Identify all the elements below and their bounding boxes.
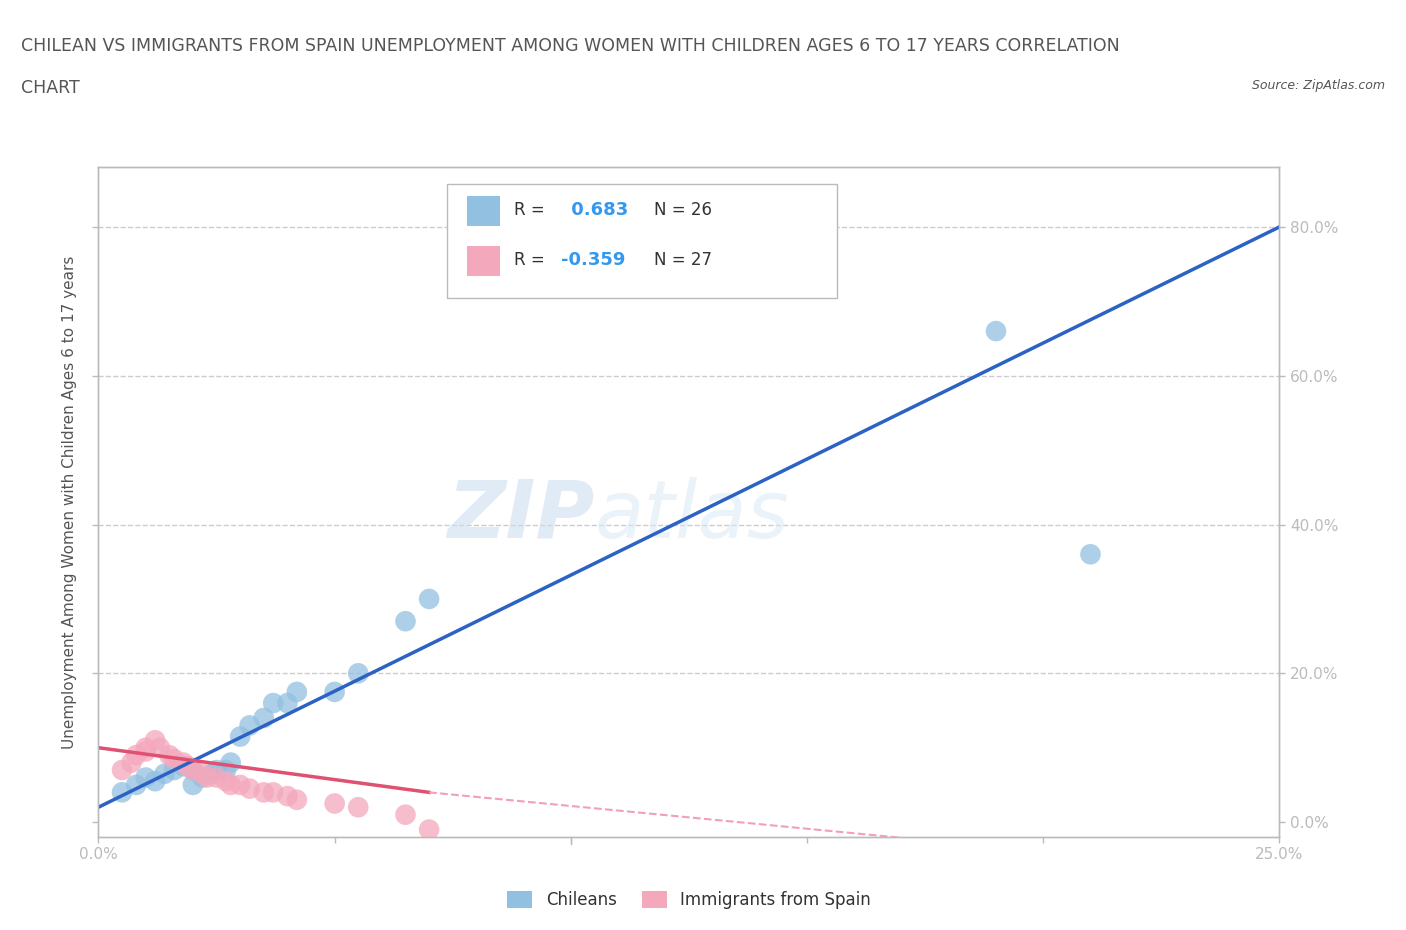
Point xyxy=(239,781,262,796)
Text: 0.683: 0.683 xyxy=(565,201,628,219)
Point xyxy=(285,792,308,807)
Point xyxy=(111,785,134,800)
Point xyxy=(1080,547,1102,562)
Text: atlas: atlas xyxy=(595,476,789,554)
Point xyxy=(181,763,204,777)
Point xyxy=(111,763,134,777)
Text: N = 26: N = 26 xyxy=(654,201,711,219)
Text: R =: R = xyxy=(515,251,550,269)
Point xyxy=(149,740,172,755)
Point xyxy=(418,591,440,606)
Point xyxy=(201,766,224,781)
Point xyxy=(181,777,204,792)
Point xyxy=(262,785,284,800)
Point xyxy=(219,755,242,770)
Text: CHILEAN VS IMMIGRANTS FROM SPAIN UNEMPLOYMENT AMONG WOMEN WITH CHILDREN AGES 6 T: CHILEAN VS IMMIGRANTS FROM SPAIN UNEMPLO… xyxy=(21,37,1119,55)
Point xyxy=(215,774,238,789)
Point xyxy=(276,789,298,804)
Point xyxy=(125,777,148,792)
Point xyxy=(253,785,276,800)
Point xyxy=(394,614,416,629)
Point xyxy=(347,800,370,815)
Point xyxy=(239,718,262,733)
Text: N = 27: N = 27 xyxy=(654,251,711,269)
Point xyxy=(163,763,186,777)
Point xyxy=(163,751,186,766)
Point xyxy=(418,822,440,837)
Point xyxy=(285,684,308,699)
Point xyxy=(215,763,238,777)
Point xyxy=(125,748,148,763)
Point xyxy=(394,807,416,822)
Point xyxy=(191,770,214,785)
Point xyxy=(177,759,200,774)
Text: ZIP: ZIP xyxy=(447,476,595,554)
Point xyxy=(135,740,157,755)
Point xyxy=(323,684,346,699)
Point xyxy=(253,711,276,725)
Point xyxy=(984,324,1007,339)
Point xyxy=(323,796,346,811)
Point xyxy=(229,777,252,792)
Point xyxy=(191,766,214,781)
Text: CHART: CHART xyxy=(21,79,80,97)
Y-axis label: Unemployment Among Women with Children Ages 6 to 17 years: Unemployment Among Women with Children A… xyxy=(62,256,77,749)
Point xyxy=(347,666,370,681)
Point xyxy=(205,770,228,785)
Text: Source: ZipAtlas.com: Source: ZipAtlas.com xyxy=(1251,79,1385,92)
FancyBboxPatch shape xyxy=(467,246,501,276)
Point xyxy=(153,766,176,781)
Point xyxy=(205,763,228,777)
Point xyxy=(276,696,298,711)
Text: R =: R = xyxy=(515,201,550,219)
Point xyxy=(135,744,157,759)
Text: -0.359: -0.359 xyxy=(561,251,626,269)
Legend: Chileans, Immigrants from Spain: Chileans, Immigrants from Spain xyxy=(501,884,877,916)
Point xyxy=(181,763,204,777)
Point xyxy=(157,748,180,763)
Point xyxy=(172,759,194,774)
Point xyxy=(121,755,143,770)
Point xyxy=(143,733,166,748)
Point xyxy=(143,774,166,789)
FancyBboxPatch shape xyxy=(447,184,837,298)
FancyBboxPatch shape xyxy=(467,196,501,226)
Point xyxy=(135,770,157,785)
Point xyxy=(195,770,218,785)
Point xyxy=(219,777,242,792)
Point xyxy=(262,696,284,711)
Point xyxy=(172,755,194,770)
Point xyxy=(229,729,252,744)
